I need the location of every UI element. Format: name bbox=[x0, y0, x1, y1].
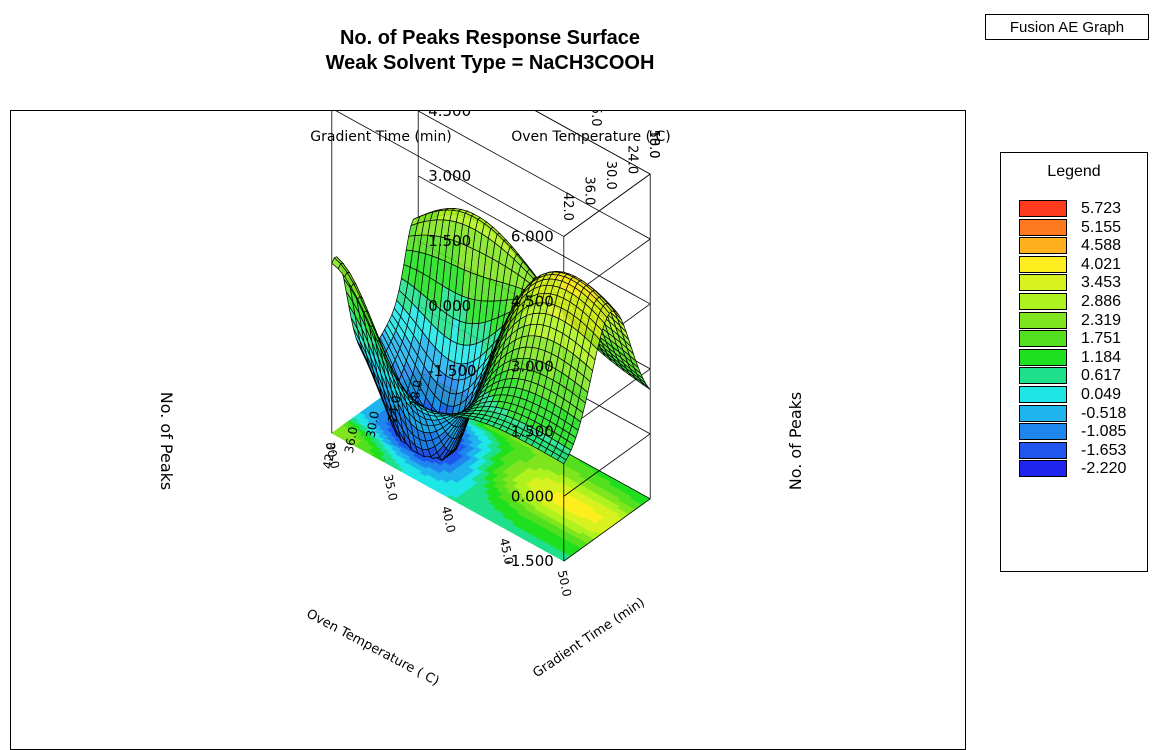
z-axis-title-right: No. of Peaks bbox=[786, 392, 805, 490]
z-tick-label-right: 4.500 bbox=[428, 111, 471, 120]
legend-value: 3.453 bbox=[1081, 274, 1122, 292]
x-tick-label-top: 42.0 bbox=[560, 192, 575, 221]
wall-gridline bbox=[563, 498, 651, 562]
x-axis-title-bottom: Gradient Time (min) bbox=[530, 595, 647, 681]
legend-value: 4.021 bbox=[1081, 255, 1122, 273]
top-rim bbox=[535, 111, 651, 175]
legend-value: -1.085 bbox=[1081, 423, 1127, 441]
legend-value: -1.653 bbox=[1081, 441, 1127, 459]
legend-swatch bbox=[1019, 423, 1067, 441]
y-axis-title-top: Oven Temperature ( C) bbox=[511, 129, 671, 145]
y-tick-label-top: 50.0 bbox=[646, 130, 661, 159]
legend-swatch bbox=[1019, 292, 1067, 310]
z-tick-label-right: 3.000 bbox=[428, 167, 471, 185]
top-rim bbox=[563, 173, 651, 237]
legend-swatch bbox=[1019, 274, 1067, 292]
z-axis-title-left: No. of Peaks bbox=[157, 392, 176, 490]
legend-value: 0.617 bbox=[1081, 367, 1122, 385]
y-tick-label-bottom: 45.0 bbox=[497, 537, 516, 566]
legend-value: -0.518 bbox=[1081, 404, 1127, 422]
legend-value: 0.049 bbox=[1081, 385, 1122, 403]
app-label: Fusion AE Graph bbox=[985, 14, 1149, 40]
legend-value: 2.886 bbox=[1081, 292, 1122, 310]
legend-swatch bbox=[1019, 311, 1067, 329]
chart-title: No. of Peaks Response Surface bbox=[339, 27, 641, 49]
wall-gridline bbox=[418, 111, 651, 240]
legend-value: 4.588 bbox=[1081, 237, 1122, 255]
legend-swatch bbox=[1019, 441, 1067, 459]
x-tick-label-top: 18.0 bbox=[646, 130, 661, 159]
legend-swatch bbox=[1019, 460, 1067, 478]
legend-swatch bbox=[1019, 200, 1067, 217]
x-tick-label-bottom: 36.0 bbox=[342, 426, 360, 455]
chart-subtitle: Weak Solvent Type = NaCH3COOH bbox=[325, 52, 655, 74]
x-tick-label-top: 30.0 bbox=[603, 161, 618, 190]
surface-plot: 6.0006.0004.5004.5003.0003.0001.5001.500… bbox=[157, 111, 805, 690]
x-tick-label-top: 36.0 bbox=[581, 176, 596, 205]
legend-value: 2.319 bbox=[1081, 311, 1122, 329]
top-rim bbox=[335, 111, 564, 237]
legend-swatch bbox=[1019, 348, 1067, 366]
z-tick-label-left: 4.500 bbox=[511, 292, 554, 310]
legend-value: 1.751 bbox=[1081, 330, 1122, 348]
y-axis-title-bottom: Oven Temperature ( C) bbox=[304, 607, 442, 690]
x-tick-label-top: 24.0 bbox=[625, 145, 640, 174]
legend-swatch bbox=[1019, 237, 1067, 255]
y-tick-label-top: 45.0 bbox=[588, 111, 603, 127]
chart-title-block: No. of Peaks Response Surface Weak Solve… bbox=[180, 26, 800, 76]
y-tick-label-bottom: 50.0 bbox=[555, 569, 574, 598]
legend-value: 5.723 bbox=[1081, 200, 1122, 217]
z-tick-label-left: 1.500 bbox=[511, 422, 554, 440]
z-tick-label-right: 1.500 bbox=[428, 232, 471, 250]
z-tick-label-left: 3.000 bbox=[511, 357, 554, 375]
legend-swatch bbox=[1019, 367, 1067, 385]
y-tick-label-bottom: 35.0 bbox=[381, 473, 400, 502]
wall-gridline bbox=[418, 175, 651, 305]
legend-swatch bbox=[1019, 404, 1067, 422]
legend-value: 5.155 bbox=[1081, 218, 1122, 236]
legend-swatch bbox=[1019, 385, 1067, 403]
x-axis-title-top: Gradient Time (min) bbox=[310, 129, 451, 145]
x-tick-label-bottom: 42.0 bbox=[320, 441, 338, 470]
wall-gridline bbox=[563, 433, 651, 497]
z-tick-label-left: 0.000 bbox=[511, 487, 554, 505]
plot-frame: 6.0006.0004.5004.5003.0003.0001.5001.500… bbox=[10, 110, 966, 750]
legend: Legend 5.723 5.155 4.588 4.021 3.453 2.886 2.3… bbox=[1000, 152, 1148, 572]
z-tick-label-right: -1.500 bbox=[428, 362, 476, 380]
legend-swatch bbox=[1019, 330, 1067, 348]
z-tick-label-left: 6.000 bbox=[511, 227, 554, 245]
x-tick-label-bottom: 30.0 bbox=[364, 410, 382, 439]
surface-patch bbox=[331, 257, 342, 270]
legend-value: 1.184 bbox=[1081, 348, 1122, 366]
y-tick-label-bottom: 30.0 bbox=[323, 441, 342, 470]
y-tick-label-bottom: 40.0 bbox=[439, 505, 458, 534]
z-tick-label-left: -1.500 bbox=[505, 552, 553, 570]
x-tick-label-bottom: 24.0 bbox=[385, 394, 403, 423]
x-tick-label-bottom: 18.0 bbox=[407, 379, 425, 408]
legend-value: -2.220 bbox=[1081, 460, 1127, 478]
legend-title: Legend bbox=[1047, 163, 1101, 180]
legend-swatch bbox=[1019, 218, 1067, 236]
z-tick-label-right: 0.000 bbox=[428, 297, 471, 315]
legend-swatch bbox=[1019, 255, 1067, 273]
